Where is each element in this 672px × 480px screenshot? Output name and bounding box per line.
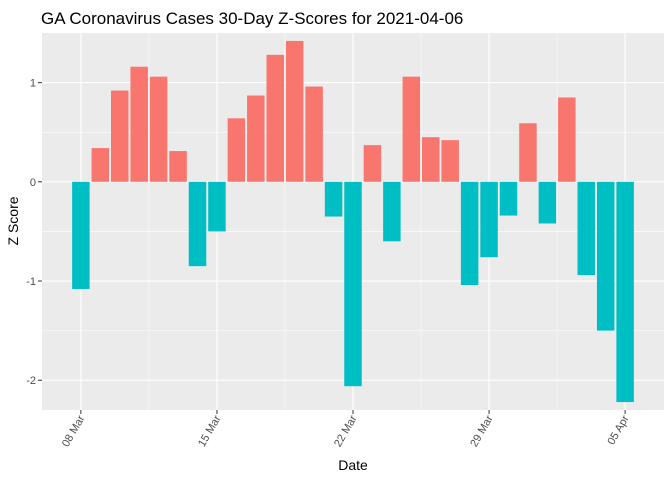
x-tick-label: 08 Mar bbox=[60, 413, 88, 449]
bar bbox=[130, 66, 148, 182]
bar bbox=[111, 90, 129, 182]
x-tick-label: 05 Apr bbox=[605, 413, 631, 447]
axis-ticks bbox=[38, 82, 626, 414]
y-tick-label: 1 bbox=[30, 78, 36, 90]
bar bbox=[616, 181, 634, 403]
bar bbox=[480, 181, 498, 258]
y-axis-title: Z Score bbox=[5, 196, 21, 245]
bar bbox=[227, 118, 246, 182]
bar bbox=[363, 145, 382, 182]
bar bbox=[324, 181, 343, 217]
bar bbox=[247, 95, 265, 182]
bar bbox=[72, 181, 90, 289]
y-axis-tick-labels: 1 0 -1 -2 bbox=[26, 78, 36, 388]
bar bbox=[149, 76, 168, 182]
bar bbox=[402, 76, 421, 182]
bar bbox=[305, 86, 323, 182]
y-tick-label: 0 bbox=[30, 177, 36, 189]
bar bbox=[285, 40, 304, 182]
x-axis-tick-labels: 08 Mar 15 Mar 22 Mar 29 Mar 05 Apr bbox=[60, 413, 632, 449]
bar bbox=[538, 181, 557, 224]
bars bbox=[72, 40, 634, 403]
bar bbox=[460, 181, 479, 285]
y-tick-label: -2 bbox=[26, 375, 36, 387]
bar bbox=[208, 181, 226, 232]
bar bbox=[422, 137, 440, 182]
bar bbox=[577, 181, 595, 276]
bar bbox=[344, 181, 362, 387]
bar bbox=[91, 148, 110, 182]
bar bbox=[383, 181, 401, 242]
x-axis-title: Date bbox=[338, 457, 368, 473]
x-tick-label: 15 Mar bbox=[196, 413, 224, 449]
bar bbox=[519, 123, 537, 182]
bar bbox=[188, 181, 207, 267]
bar bbox=[596, 181, 615, 331]
bar bbox=[558, 97, 576, 182]
bar bbox=[441, 140, 459, 182]
x-tick-label: 22 Mar bbox=[332, 413, 360, 449]
bar bbox=[266, 54, 284, 182]
x-tick-label: 29 Mar bbox=[468, 413, 496, 449]
bar bbox=[499, 181, 518, 216]
y-tick-label: -1 bbox=[26, 276, 36, 288]
bar bbox=[169, 151, 187, 182]
chart-title: GA Coronavirus Cases 30-Day Z-Scores for… bbox=[41, 9, 463, 28]
